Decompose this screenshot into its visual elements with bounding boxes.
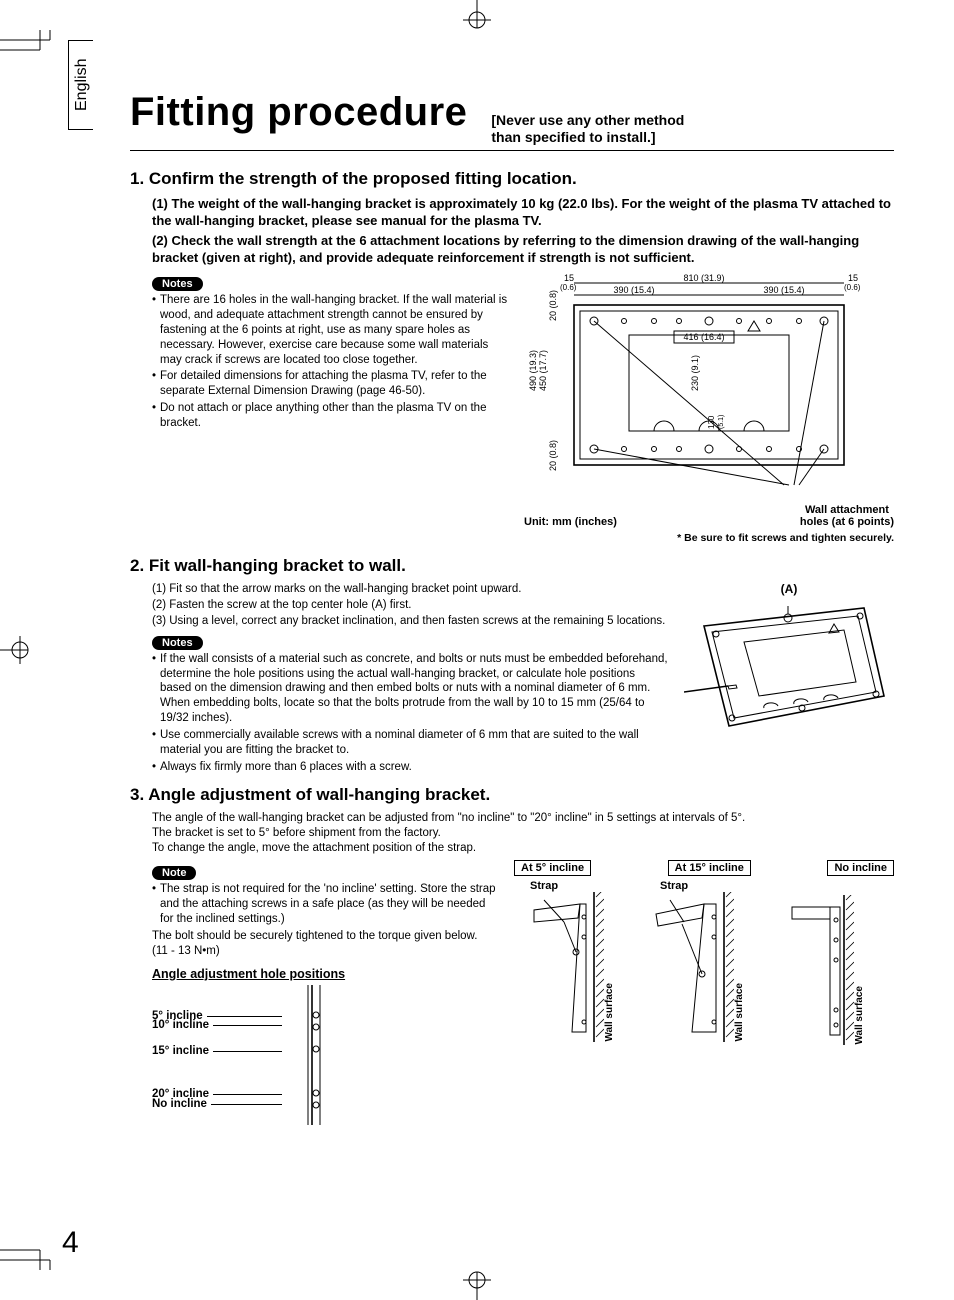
svg-text:230 (9.1): 230 (9.1) bbox=[690, 355, 700, 391]
crop-corner-tl bbox=[0, 30, 60, 60]
unit-label: Unit: mm (inches) bbox=[524, 516, 617, 528]
section2-note2: Use commercially available screws with a… bbox=[152, 728, 668, 758]
svg-text:20 (0.8): 20 (0.8) bbox=[548, 440, 558, 471]
box-noincline: No incline bbox=[827, 860, 894, 876]
notes-badge: Notes bbox=[152, 277, 203, 291]
section2-step2: (2) Fasten the screw at the top center h… bbox=[152, 598, 668, 613]
a-label: (A) bbox=[684, 582, 894, 596]
page-title: Fitting procedure bbox=[130, 90, 467, 135]
section1-note1: There are 16 holes in the wall-hanging b… bbox=[152, 293, 508, 368]
crop-mark-bottom bbox=[457, 1260, 497, 1300]
section3-note1: The strap is not required for the 'no in… bbox=[152, 882, 498, 927]
section3-intro2: The bracket is set to 5° before shipment… bbox=[152, 826, 894, 841]
section1-heading: 1. Confirm the strength of the proposed … bbox=[130, 169, 894, 189]
dimension-diagram: 15 (0.6) 810 (31.9) 390 (15.4) 390 (15.4… bbox=[524, 271, 894, 544]
torque-text: The bolt should be securely tightened to… bbox=[152, 929, 498, 944]
section2-note1: If the wall consists of a material such … bbox=[152, 652, 668, 727]
box-5deg: At 5° incline bbox=[514, 860, 591, 876]
section2-heading: 2. Fit wall-hanging bracket to wall. bbox=[130, 556, 894, 576]
dim-top-total: 810 (31.9) bbox=[683, 273, 724, 283]
hole-positions-heading: Angle adjustment hole positions bbox=[152, 967, 498, 981]
crop-mark-left bbox=[0, 630, 40, 670]
callout-holes: Wall attachment holes (at 6 points) bbox=[800, 504, 894, 528]
svg-text:(5.1): (5.1) bbox=[718, 414, 725, 428]
section1-item1: (1) The weight of the wall-hanging brack… bbox=[152, 195, 894, 230]
crop-corner-bl bbox=[0, 1240, 60, 1270]
section3-intro1: The angle of the wall-hanging bracket ca… bbox=[152, 811, 894, 826]
svg-text:416 (16.4): 416 (16.4) bbox=[683, 332, 724, 342]
svg-text:390 (15.4): 390 (15.4) bbox=[763, 285, 804, 295]
svg-text:(0.6): (0.6) bbox=[844, 283, 861, 292]
section2-step3: (3) Using a level, correct any bracket i… bbox=[152, 614, 668, 629]
svg-text:(0.6): (0.6) bbox=[560, 283, 577, 292]
bracket-perspective-diagram: (A) bbox=[684, 582, 894, 741]
section3-intro3: To change the angle, move the attachment… bbox=[152, 841, 894, 856]
torque-value: (11 - 13 N•m) bbox=[152, 944, 498, 959]
crop-mark-top bbox=[457, 0, 497, 40]
incline-side-views: At 5° incline At 15° incline No incline … bbox=[514, 860, 894, 1045]
page-header: Fitting procedure [Never use any other m… bbox=[130, 90, 894, 151]
box-15deg: At 15° incline bbox=[668, 860, 751, 876]
notes-badge-2: Notes bbox=[152, 636, 203, 650]
svg-text:490 (19.3): 490 (19.3) bbox=[528, 350, 538, 391]
svg-text:15: 15 bbox=[848, 273, 858, 283]
svg-text:15: 15 bbox=[564, 273, 574, 283]
tighten-note: * Be sure to fit screws and tighten secu… bbox=[524, 532, 894, 544]
section1-note2: For detailed dimensions for attaching th… bbox=[152, 369, 508, 399]
angle-hole-diagram: 5° incline 10° incline 15° incline 20° i… bbox=[152, 985, 498, 1125]
language-tab: English bbox=[68, 40, 93, 130]
section1-item2: (2) Check the wall strength at the 6 att… bbox=[152, 232, 894, 267]
section3-heading: 3. Angle adjustment of wall-hanging brac… bbox=[130, 785, 894, 805]
page-number: 4 bbox=[62, 1226, 79, 1260]
svg-text:390 (15.4): 390 (15.4) bbox=[613, 285, 654, 295]
section1-note3: Do not attach or place anything other th… bbox=[152, 401, 508, 431]
section2-note3: Always fix firmly more than 6 places wit… bbox=[152, 760, 668, 775]
section2-step1: (1) Fit so that the arrow marks on the w… bbox=[152, 582, 668, 597]
svg-text:20 (0.8): 20 (0.8) bbox=[548, 290, 558, 321]
page-warning: [Never use any other method than specifi… bbox=[491, 112, 684, 146]
svg-text:450 (17.7): 450 (17.7) bbox=[538, 350, 548, 391]
note-badge-3: Note bbox=[152, 866, 196, 880]
